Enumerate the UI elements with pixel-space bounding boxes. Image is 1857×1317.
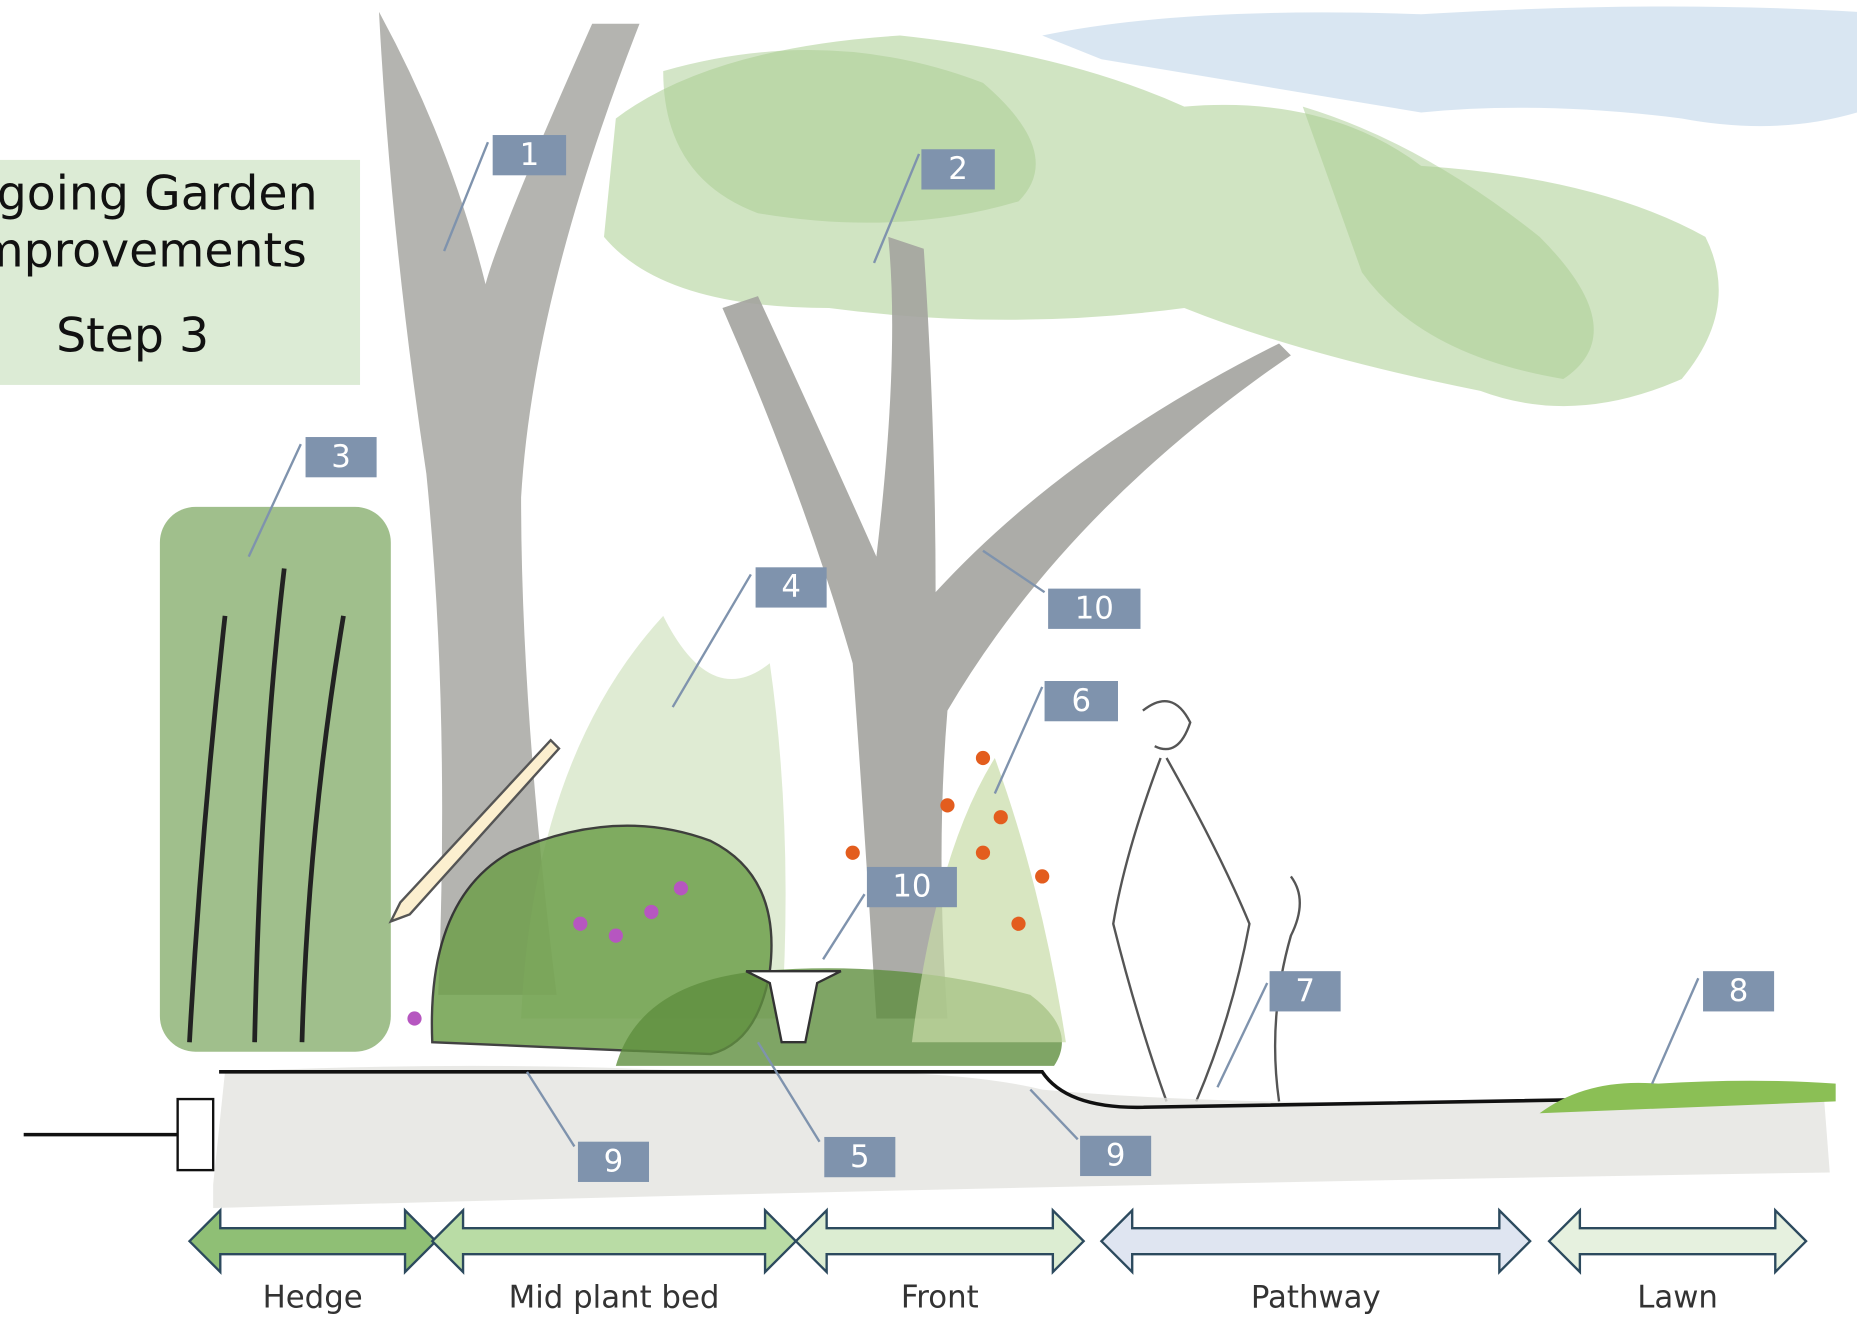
callout-number: 1 — [520, 137, 540, 173]
leader-line — [823, 894, 864, 959]
title-line: mprovements — [0, 223, 307, 278]
callout-number: 8 — [1729, 973, 1749, 1009]
zone-label: Front — [901, 1280, 979, 1316]
leader-line — [995, 687, 1042, 794]
callout-number: 9 — [1106, 1138, 1126, 1174]
zone-label: Pathway — [1251, 1280, 1381, 1316]
callout-number: 10 — [1075, 590, 1114, 626]
callout-number: 9 — [604, 1144, 624, 1180]
callout-number: 10 — [892, 869, 931, 905]
callout-number: 5 — [850, 1139, 870, 1175]
callout-number: 2 — [948, 151, 968, 187]
zone-arrow — [1549, 1210, 1806, 1272]
step-label: Step 3 — [56, 309, 209, 364]
zone-label: Hedge — [263, 1280, 363, 1316]
callout-number: 7 — [1295, 973, 1315, 1009]
callout-number: 6 — [1071, 683, 1091, 719]
title-line: ngoing Garden — [0, 167, 318, 222]
leader-line — [1217, 983, 1267, 1087]
zone-arrow — [1101, 1210, 1530, 1272]
callout-number: 3 — [331, 439, 351, 475]
zones: Hedge Mid plant bed Front Pathway Lawn — [189, 1210, 1806, 1315]
zone-label: Lawn — [1637, 1280, 1718, 1316]
zone-label: Mid plant bed — [509, 1280, 720, 1316]
zone-arrow — [796, 1210, 1084, 1272]
zone-arrow — [432, 1210, 796, 1272]
garden-illustration: ngoing Garden mprovements Step 3 1 2 3 4 10 6… — [0, 0, 1857, 1317]
leader-line — [1652, 978, 1698, 1083]
callout-number: 4 — [781, 569, 801, 605]
zone-arrow — [189, 1210, 435, 1272]
